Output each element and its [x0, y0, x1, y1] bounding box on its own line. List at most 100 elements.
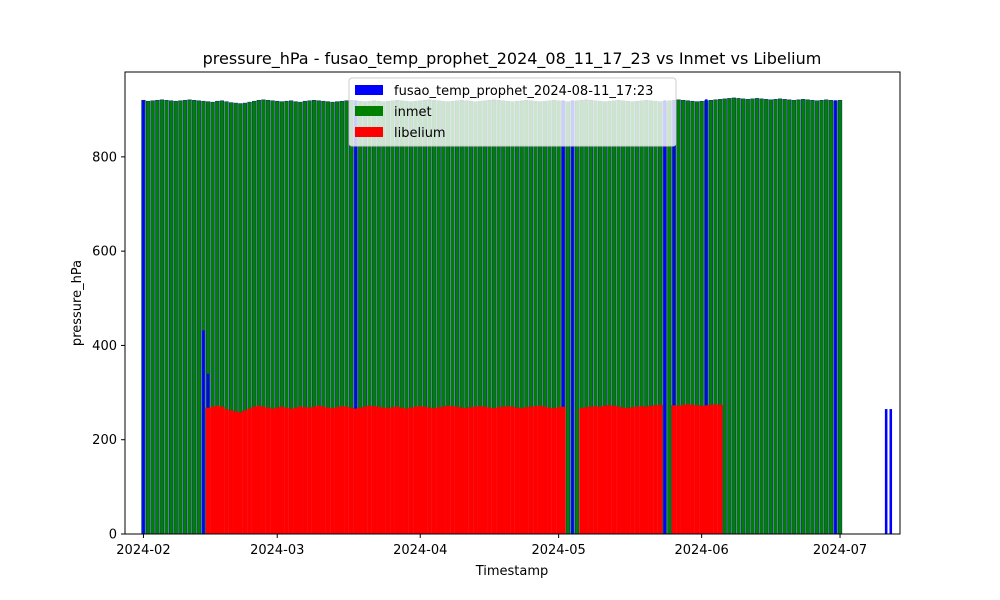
libelium-bar: [676, 405, 681, 534]
legend-swatch-fusao: [355, 85, 383, 95]
libelium-bar: [523, 407, 529, 534]
libelium-bar: [357, 407, 363, 534]
libelium-bar: [468, 407, 474, 534]
fusao-bar: [571, 100, 574, 534]
libelium-bar: [607, 405, 612, 534]
inmet-bar: [731, 97, 737, 535]
libelium-bar: [713, 404, 718, 534]
libelium-bar: [265, 407, 271, 534]
libelium-bar: [588, 406, 594, 534]
fusao-bar: [704, 99, 708, 534]
libelium-bar: [551, 408, 557, 534]
libelium-bar: [399, 407, 405, 534]
libelium-bar: [583, 407, 589, 534]
libelium-bar: [404, 408, 409, 534]
libelium-bar: [602, 405, 608, 534]
libelium-bar: [228, 410, 234, 534]
libelium-bar: [427, 407, 432, 534]
inmet-bar: [828, 99, 833, 535]
libelium-bar: [293, 407, 299, 534]
libelium-bar: [560, 406, 566, 534]
x-tick-label: 2024-06: [674, 543, 728, 558]
libelium-bar: [422, 406, 428, 534]
libelium-bar: [302, 407, 308, 534]
libelium-bar: [413, 406, 418, 534]
legend-label-inmet: inmet: [394, 105, 432, 120]
fusao-bar: [889, 409, 893, 534]
inmet-bar: [824, 99, 829, 535]
plot-frame: [124, 71, 901, 535]
libelium-bar: [376, 406, 382, 534]
inmet-bar: [777, 98, 783, 535]
libelium-bar: [440, 406, 446, 534]
libelium-bar: [205, 407, 211, 534]
inmet-bar: [773, 99, 778, 535]
libelium-bar: [671, 405, 677, 534]
inmet-bar: [768, 99, 773, 535]
libelium-bar: [547, 407, 552, 534]
libelium-bar: [533, 406, 538, 534]
libelium-bar: [482, 406, 488, 534]
libelium-bar: [445, 405, 451, 534]
libelium-bar: [542, 406, 548, 534]
libelium-bar: [593, 406, 598, 534]
inmet-bar: [805, 99, 810, 535]
libelium-bar: [385, 408, 391, 534]
libelium-bar: [431, 408, 437, 534]
x-tick-label: 2024-03: [250, 543, 304, 558]
x-axis-label: Timestamp: [475, 564, 549, 579]
chart-title: pressure_hPa - fusao_temp_prophet_2024_0…: [203, 49, 822, 69]
inmet-bar: [727, 98, 732, 535]
libelium-bar: [270, 408, 275, 534]
inmet-bar: [754, 98, 760, 535]
libelium-bar: [616, 406, 621, 534]
libelium-bar: [699, 405, 704, 534]
fusao-bar: [663, 100, 666, 534]
y-tick-label: 600: [92, 245, 117, 260]
inmet-bar: [782, 99, 787, 535]
libelium-bar: [694, 405, 700, 534]
inmet-bar: [796, 99, 801, 535]
libelium-bar: [339, 406, 345, 534]
libelium-bar: [459, 407, 465, 534]
libelium-bar: [408, 407, 414, 534]
libelium-bar: [680, 404, 686, 534]
libelium-bar: [537, 405, 543, 534]
fusao-bar: [834, 100, 837, 534]
inmet-bar: [837, 99, 843, 535]
libelium-bar: [311, 406, 317, 534]
libelium-bar: [653, 405, 658, 534]
y-axis: 0 200 400 600 800: [92, 150, 125, 543]
legend-label-fusao: fusao_temp_prophet_2024-08-11_17:23: [394, 84, 653, 99]
inmet-bar: [791, 99, 797, 535]
libelium-bar: [380, 407, 386, 534]
libelium-bar: [288, 408, 294, 534]
x-tick-label: 2024-02: [116, 543, 170, 558]
libelium-bar: [274, 407, 280, 534]
y-tick-label: 200: [92, 433, 117, 448]
libelium-bar: [367, 405, 372, 534]
inmet-bar: [182, 99, 188, 535]
libelium-bar: [464, 408, 469, 534]
libelium-bar: [390, 407, 395, 534]
y-tick-label: 400: [92, 339, 117, 354]
libelium-bar: [330, 408, 335, 534]
x-tick-label: 2024-05: [531, 543, 585, 558]
inmet-bar: [145, 100, 151, 535]
inmet-bar: [819, 99, 824, 535]
legend-label-libelium: libelium: [394, 126, 446, 141]
inmet-bar: [159, 99, 165, 535]
y-tick-label: 0: [109, 528, 117, 543]
libelium-bar: [233, 411, 239, 534]
series-libelium: [205, 404, 723, 534]
libelium-bar: [394, 406, 400, 534]
libelium-bar: [353, 408, 359, 534]
libelium-bar: [210, 406, 216, 534]
libelium-bar: [648, 405, 654, 534]
inmet-bar: [173, 100, 178, 535]
fusao-bar: [561, 100, 565, 534]
libelium-bar: [597, 406, 603, 534]
x-axis: 2024-02 2024-03 2024-04 2024-05 2024-06 2024-…: [116, 534, 867, 558]
inmet-bar: [164, 99, 169, 535]
libelium-bar: [611, 405, 617, 534]
